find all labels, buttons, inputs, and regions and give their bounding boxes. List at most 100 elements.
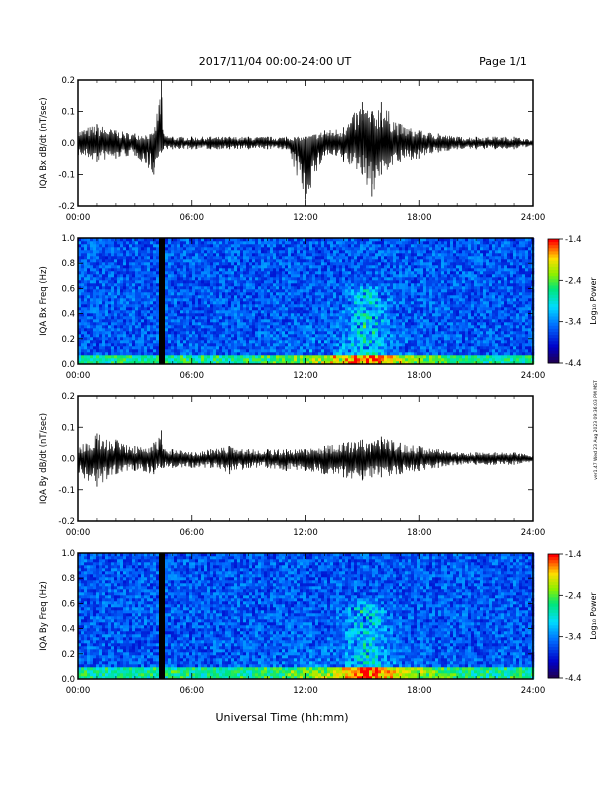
spectrogram-cell xyxy=(321,304,325,308)
spectrogram-cell xyxy=(291,322,295,326)
spectrogram-cell xyxy=(252,355,256,359)
spectrogram-cell xyxy=(87,349,91,353)
spectrogram-cell xyxy=(165,259,169,263)
spectrogram-cell xyxy=(357,349,361,353)
spectrogram-cell xyxy=(273,274,277,278)
spectrogram-cell xyxy=(105,304,109,308)
spectrogram-cell xyxy=(423,301,427,305)
spectrogram-cell xyxy=(354,259,358,263)
spectrogram-cell xyxy=(333,322,337,326)
spectrogram-cell xyxy=(279,244,283,248)
spectrogram-cell xyxy=(258,352,262,356)
spectrogram-cell xyxy=(408,253,412,257)
spectrogram-cell xyxy=(180,262,184,266)
spectrogram-cell xyxy=(393,322,397,326)
spectrogram-cell xyxy=(411,337,415,341)
spectrogram-cell xyxy=(120,307,124,311)
spectrogram-cell xyxy=(330,277,334,281)
spectrogram-cell xyxy=(195,349,199,353)
spectrogram-cell xyxy=(222,355,226,359)
spectrogram-cell xyxy=(372,343,376,347)
spectrogram-cell xyxy=(384,337,388,341)
spectrogram-cell xyxy=(210,298,214,302)
spectrogram-cell xyxy=(138,250,142,254)
spectrogram-cell xyxy=(288,319,292,323)
spectrogram-cell xyxy=(300,313,304,317)
spectrogram-cell xyxy=(219,349,223,353)
spectrogram-cell xyxy=(87,322,91,326)
spectrogram-cell xyxy=(291,316,295,320)
spectrogram-cell xyxy=(402,352,406,356)
spectrogram-cell xyxy=(135,286,139,290)
spectrogram-cell xyxy=(129,310,133,314)
spectrogram-cell xyxy=(135,259,139,263)
spectrogram-cell xyxy=(225,328,229,332)
spectrogram-cell xyxy=(159,328,163,332)
spectrogram-cell xyxy=(303,268,307,272)
spectrogram-cell xyxy=(393,340,397,344)
spectrogram-cell xyxy=(240,259,244,263)
spectrogram-cell xyxy=(228,331,232,335)
spectrogram-cell xyxy=(249,346,253,350)
spectrogram-cell xyxy=(393,313,397,317)
spectrogram-cell xyxy=(171,286,175,290)
spectrogram-cell xyxy=(333,340,337,344)
spectrogram-cell xyxy=(327,259,331,263)
spectrogram-cell xyxy=(195,298,199,302)
spectrogram-cell xyxy=(255,343,259,347)
spectrogram-cell xyxy=(312,256,316,260)
spectrogram-cell xyxy=(366,295,370,299)
spectrogram-cell xyxy=(231,256,235,260)
spectrogram-cell xyxy=(90,337,94,341)
spectrogram-cell xyxy=(216,361,220,365)
spectrogram-cell xyxy=(309,274,313,278)
spectrogram-cell xyxy=(339,313,343,317)
spectrogram-cell xyxy=(270,355,274,359)
spectrogram-cell xyxy=(357,352,361,356)
spectrogram-cell xyxy=(414,316,418,320)
spectrogram-cell xyxy=(135,319,139,323)
spectrogram-cell xyxy=(405,247,409,251)
spectrogram-cell xyxy=(354,349,358,353)
spectrogram-cell xyxy=(123,313,127,317)
spectrogram-cell xyxy=(219,322,223,326)
spectrogram-cell xyxy=(174,352,178,356)
spectrogram-cell xyxy=(318,256,322,260)
spectrogram-cell xyxy=(378,274,382,278)
spectrogram-cell xyxy=(180,259,184,263)
spectrogram-cell xyxy=(165,352,169,356)
spectrogram-cell xyxy=(117,346,121,350)
spectrogram-cell xyxy=(198,352,202,356)
spectrogram-cell xyxy=(270,310,274,314)
spectrogram-cell xyxy=(384,286,388,290)
spectrogram-cell xyxy=(96,277,100,281)
page-number: Page 1/1 xyxy=(479,55,527,68)
spectrogram-cell xyxy=(309,355,313,359)
spectrogram-cell xyxy=(99,283,103,287)
spectrogram-cell xyxy=(318,262,322,266)
spectrogram-cell xyxy=(102,310,106,314)
spectrogram-cell xyxy=(270,289,274,293)
spectrogram-cell xyxy=(324,271,328,275)
spectrogram-cell xyxy=(198,319,202,323)
spectrogram-cell xyxy=(198,280,202,284)
spectrogram-cell xyxy=(381,238,385,242)
spectrogram-cell xyxy=(129,253,133,257)
spectrogram-cell xyxy=(240,301,244,305)
spectrogram-cell xyxy=(246,265,250,269)
spectrogram-cell xyxy=(228,298,232,302)
spectrogram-cell xyxy=(195,247,199,251)
spectrogram-cell xyxy=(351,325,355,329)
spectrogram-cell xyxy=(399,355,403,359)
spectrogram-cell xyxy=(249,331,253,335)
spectrogram-cell xyxy=(276,316,280,320)
spectrogram-cell xyxy=(303,316,307,320)
spectrogram-cell xyxy=(129,355,133,359)
spectrogram-cell xyxy=(285,280,289,284)
spectrogram-cell xyxy=(321,352,325,356)
spectrogram-cell xyxy=(132,304,136,308)
spectrogram-cell xyxy=(159,259,163,263)
spectrogram-cell xyxy=(171,247,175,251)
spectrogram-cell xyxy=(372,295,376,299)
spectrogram-cell xyxy=(321,331,325,335)
